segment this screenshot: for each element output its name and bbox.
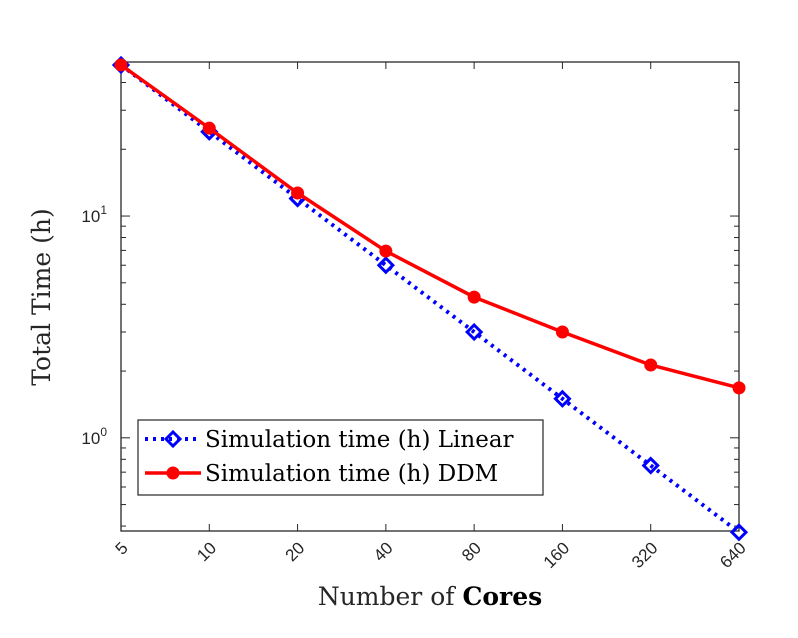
y-tick-base: 10	[81, 429, 100, 448]
data-point	[202, 121, 216, 135]
x-axis-title-bold: Cores	[462, 582, 542, 611]
plot-frame	[120, 61, 740, 532]
legend-marker	[166, 466, 180, 480]
legend-box	[137, 419, 544, 496]
x-axis-title-text: Number of	[318, 582, 456, 611]
legend-label: Simulation time (h) Linear	[205, 427, 514, 453]
x-tick-label: 160	[540, 538, 573, 571]
x-tick-label: 20	[282, 538, 309, 565]
data-point	[555, 325, 569, 339]
x-tick-label: 40	[370, 538, 397, 565]
series-ddm	[114, 58, 746, 395]
data-point	[644, 358, 658, 372]
data-point	[553, 389, 572, 408]
data-point	[467, 290, 481, 304]
x-axis-title: Number of Cores	[318, 582, 542, 611]
x-tick-label: 320	[628, 538, 661, 571]
series-line	[119, 63, 741, 534]
series-line	[119, 63, 740, 390]
data-point	[291, 186, 305, 200]
y-tick-base: 10	[81, 207, 100, 226]
data-point	[114, 58, 128, 72]
y-tick-label: 101	[81, 203, 107, 226]
data-point	[641, 456, 660, 475]
x-tick-label: 640	[716, 538, 749, 571]
data-point	[732, 381, 746, 395]
x-tick-label: 10	[193, 538, 220, 565]
legend-marker	[163, 429, 183, 449]
y-axis-title: Total Time (h)	[27, 208, 56, 385]
legend-entry: Simulation time (h) Linear	[145, 427, 514, 453]
x-tick-label: 5	[112, 538, 132, 558]
legend-label: Simulation time (h) DDM	[205, 461, 498, 487]
series-layer	[111, 55, 749, 542]
data-point	[379, 244, 393, 258]
data-point	[729, 523, 749, 542]
data-point	[376, 256, 395, 275]
x-tick-label: 80	[458, 538, 485, 565]
y-tick-label: 100	[81, 425, 107, 448]
y-tick-exponent: 0	[100, 425, 107, 439]
data-point	[465, 322, 484, 342]
legend-entry: Simulation time (h) DDM	[145, 461, 498, 487]
y-tick-exponent: 1	[100, 203, 107, 217]
legend: Simulation time (h) Linear Simulation tim…	[137, 419, 544, 496]
